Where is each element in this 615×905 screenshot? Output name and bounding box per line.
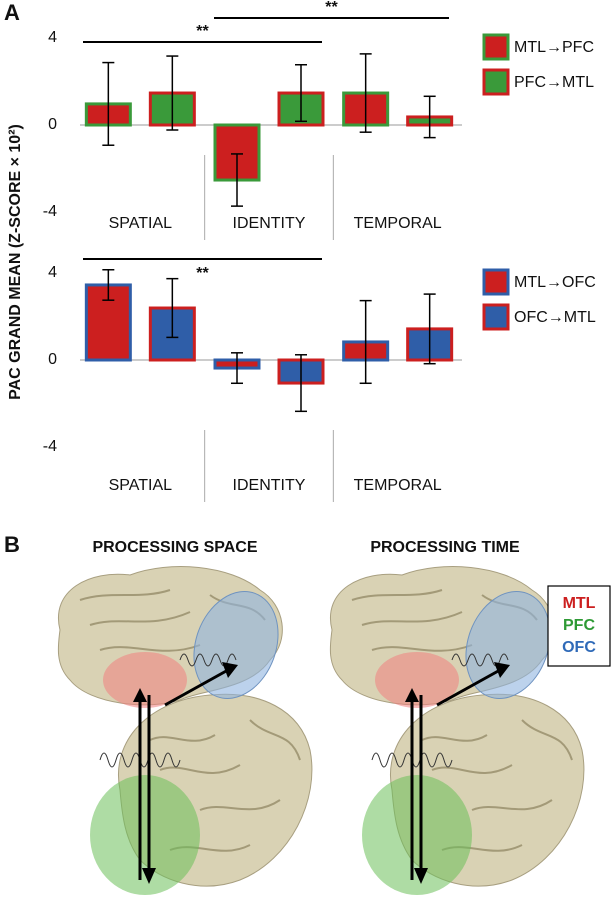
- legend-swatch: [482, 68, 510, 96]
- legend-label: MTL→OFC: [514, 274, 596, 291]
- legend-swatch: [482, 33, 510, 61]
- y-tick-label: 0: [48, 116, 57, 133]
- panel-b-title: PROCESSING TIME: [370, 539, 520, 556]
- error-bar: [102, 268, 115, 301]
- y-axis-label: PAC GRAND MEAN (Z-SCORE × 10²): [7, 124, 24, 400]
- legend-label: PFC→MTL: [514, 74, 594, 91]
- error-bar: [231, 352, 243, 385]
- legend-label: OFC→MTL: [514, 309, 596, 326]
- y-tick-label: -4: [43, 438, 57, 455]
- error-bar: [423, 95, 436, 139]
- category-label: SPATIAL: [109, 215, 173, 232]
- y-tick-label: -4: [43, 203, 57, 220]
- error-bar: [102, 61, 115, 146]
- region-label: MTL: [563, 595, 596, 612]
- error-bar: [166, 277, 179, 339]
- panel-label: A: [4, 0, 20, 25]
- brain-space: [56, 565, 314, 897]
- category-label: IDENTITY: [233, 477, 306, 494]
- category-label: TEMPORAL: [354, 215, 442, 232]
- y-tick-label: 4: [48, 264, 57, 281]
- error-bar: [295, 354, 307, 413]
- error-bar: [166, 55, 179, 131]
- region-label: PFC: [563, 617, 595, 634]
- significance-label: **: [325, 0, 338, 16]
- y-tick-label: 4: [48, 29, 57, 46]
- region-label: OFC: [562, 639, 596, 656]
- category-label: TEMPORAL: [354, 477, 442, 494]
- brain-time: [328, 565, 586, 897]
- category-label: SPATIAL: [109, 477, 173, 494]
- legend-swatch: [482, 268, 510, 296]
- panel-b-title: PROCESSING SPACE: [92, 539, 257, 556]
- y-tick-label: 0: [48, 351, 57, 368]
- error-bar: [231, 153, 243, 207]
- significance-label: **: [196, 265, 209, 282]
- legend-label: MTL→PFC: [514, 39, 594, 56]
- error-bar: [359, 53, 372, 133]
- significance-label: **: [196, 23, 209, 40]
- error-bar: [295, 64, 307, 123]
- error-bar: [359, 299, 372, 385]
- panel-label: B: [4, 532, 20, 557]
- error-bar: [423, 293, 436, 365]
- legend-swatch: [482, 303, 510, 331]
- category-label: IDENTITY: [233, 215, 306, 232]
- legend-box: [547, 585, 611, 667]
